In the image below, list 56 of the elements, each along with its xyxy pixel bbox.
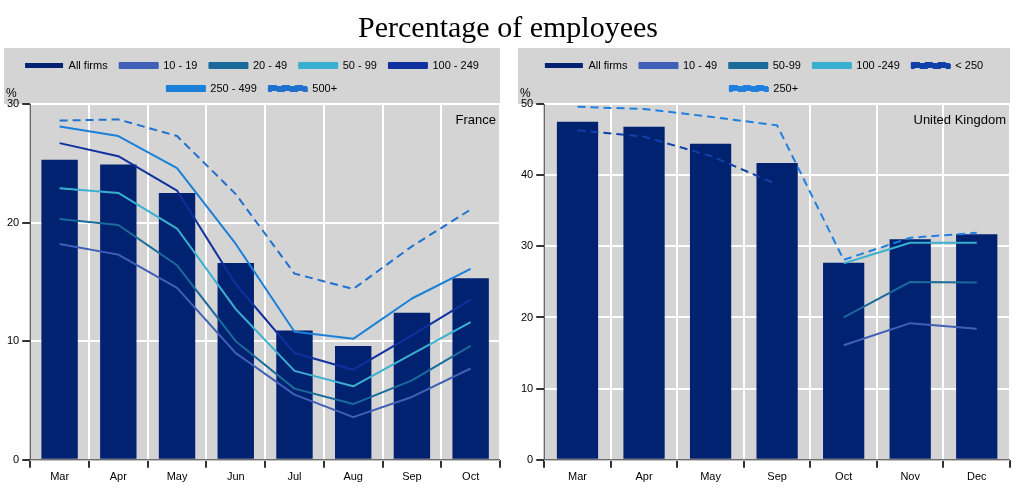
bar xyxy=(335,345,372,459)
y-tick-label: 0 xyxy=(527,452,534,465)
x-tick-label: Oct xyxy=(835,470,853,483)
y-tick-label: 20 xyxy=(520,310,534,323)
x-tick-label: May xyxy=(166,470,188,483)
x-tick-label: Aug xyxy=(343,470,363,483)
y-tick-label: 0 xyxy=(13,452,20,465)
legend-label: 250 - 499 xyxy=(210,81,257,94)
y-tick-label: 10 xyxy=(520,381,534,394)
x-tick-label: Jun xyxy=(226,470,245,483)
legend-label: 20 - 49 xyxy=(252,58,288,71)
legend-label: All firms xyxy=(588,58,628,71)
legend-label: All firms xyxy=(68,58,109,71)
x-tick-label: Sep xyxy=(767,470,787,483)
x-tick-label: Apr xyxy=(109,470,128,483)
y-tick-label: 30 xyxy=(520,239,534,252)
legend-label: 50 - 99 xyxy=(342,58,377,71)
bar xyxy=(217,262,254,459)
x-tick-label: Mar xyxy=(50,470,70,483)
legend-label: 250+ xyxy=(773,81,799,94)
y-tick-label: 10 xyxy=(6,334,20,347)
bar xyxy=(956,234,998,459)
x-tick-label: Dec xyxy=(966,470,988,483)
bar xyxy=(100,164,137,459)
legend-label: 500+ xyxy=(312,81,338,94)
y-tick-label: 20 xyxy=(6,215,20,228)
legend-label: 10 - 19 xyxy=(163,58,198,71)
bar xyxy=(689,143,732,459)
x-tick-label: Sep xyxy=(402,470,422,483)
bar xyxy=(393,312,431,459)
annotation: France xyxy=(455,112,496,128)
bar xyxy=(276,330,313,459)
bar xyxy=(823,262,865,459)
x-tick-label: Nov xyxy=(900,470,921,483)
legend-label: 100 -249 xyxy=(856,58,900,71)
x-tick-label: Oct xyxy=(462,470,480,483)
y-tick-label: 40 xyxy=(520,168,534,181)
chart-title: Percentage of employees xyxy=(357,9,659,45)
legend-label: < 250 xyxy=(955,58,984,71)
legend-label: 100 - 249 xyxy=(432,58,479,71)
x-tick-label: Mar xyxy=(568,470,588,483)
x-tick-label: Jul xyxy=(287,470,302,483)
bar xyxy=(556,121,599,459)
x-tick-label: Apr xyxy=(635,470,653,483)
annotation: United Kingdom xyxy=(913,112,1006,128)
bar xyxy=(158,192,196,459)
bar xyxy=(623,126,665,459)
legend-label: 50-99 xyxy=(772,58,801,71)
legend-label: 10 - 49 xyxy=(682,58,718,71)
bar xyxy=(41,159,78,459)
bar xyxy=(889,239,931,459)
bar xyxy=(452,278,489,459)
y-tick-label: 30 xyxy=(6,97,20,110)
bar xyxy=(756,163,798,459)
x-tick-label: May xyxy=(700,470,722,483)
y-tick-label: 50 xyxy=(520,97,534,110)
